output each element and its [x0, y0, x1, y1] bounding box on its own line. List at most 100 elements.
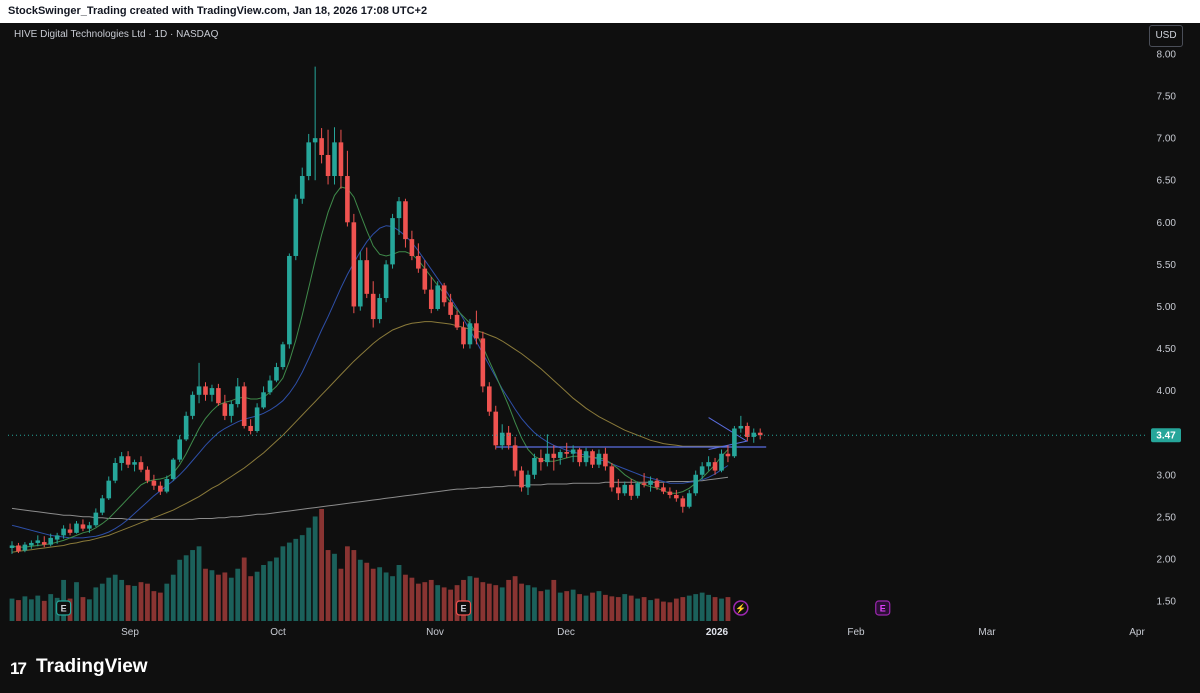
- price-axis[interactable]: 8.007.507.006.506.005.505.004.504.003.50…: [1151, 50, 1181, 608]
- volume-bar: [596, 591, 602, 621]
- event-markers[interactable]: E E ⚡ E: [55, 600, 891, 616]
- candle-body: [628, 484, 634, 496]
- candle-body: [216, 388, 221, 404]
- currency-button[interactable]: USD: [1149, 25, 1183, 47]
- candle-body: [9, 545, 15, 548]
- volume-bar: [409, 577, 415, 621]
- volume-bar: [209, 570, 215, 621]
- volume-bar: [486, 583, 492, 621]
- candle-body: [448, 302, 453, 315]
- ma-fast-line: [11, 186, 729, 548]
- volume-bar: [532, 587, 537, 621]
- candle-body: [138, 462, 144, 470]
- volume-bar: [641, 597, 647, 621]
- event-icon-box: [875, 600, 891, 616]
- price-tick-label: 3.00: [1157, 470, 1177, 481]
- volume-bar: [428, 579, 434, 621]
- volume-bar: [557, 592, 563, 621]
- volume-bar: [667, 602, 673, 621]
- time-tick-label: Oct: [270, 627, 286, 638]
- candle-body: [719, 453, 724, 471]
- candle-body: [441, 285, 447, 303]
- volume-bar: [35, 595, 41, 621]
- candle-body: [132, 462, 137, 465]
- volume-bar: [525, 585, 531, 621]
- candle-body: [635, 483, 640, 496]
- volume-bar: [680, 597, 686, 621]
- volume-bar: [396, 565, 402, 621]
- volume-bar: [177, 559, 183, 621]
- volume-bar: [467, 576, 473, 621]
- volume-bar: [170, 574, 176, 621]
- candle-body: [454, 314, 460, 328]
- volume-bar: [544, 589, 550, 621]
- volume-bar: [654, 598, 660, 621]
- candle-body: [29, 542, 34, 546]
- candle-body: [280, 344, 286, 368]
- candle-body: [738, 425, 744, 429]
- event-icon-label: E: [880, 604, 886, 614]
- volume-bar: [157, 592, 163, 621]
- candle-body: [177, 439, 182, 460]
- candle-body: [312, 138, 318, 143]
- candle-body: [512, 445, 518, 471]
- volume-bar: [125, 585, 131, 621]
- volume-bar: [99, 583, 105, 621]
- volume-bar: [41, 600, 47, 621]
- event-icon-label: E: [61, 604, 67, 614]
- volume-bar: [299, 535, 305, 621]
- volume-bar: [248, 576, 254, 621]
- candle-body: [519, 470, 524, 488]
- price-tick-label: 2.50: [1157, 512, 1177, 523]
- candle-body: [203, 386, 208, 395]
- volume-bar: [635, 598, 641, 621]
- candle-body: [299, 176, 305, 199]
- volume-bar: [345, 546, 350, 621]
- volume-bar: [312, 516, 318, 621]
- volume-bar: [119, 579, 125, 621]
- last-price-tag-text: 3.47: [1156, 431, 1176, 442]
- candle-body: [467, 323, 473, 345]
- candle-body: [41, 542, 47, 545]
- dividend-event-icon[interactable]: ⚡: [733, 600, 749, 616]
- ma-slow-line: [11, 321, 728, 553]
- candle-body: [241, 386, 247, 426]
- volume-bar: [151, 591, 157, 621]
- volume-bar: [699, 592, 705, 621]
- volume-bar: [622, 594, 628, 621]
- price-tick-label: 7.50: [1157, 92, 1177, 103]
- earnings-event-icon[interactable]: E: [875, 600, 891, 616]
- volume-bar: [403, 574, 408, 621]
- volume-bar: [435, 585, 441, 621]
- volume-bar: [415, 583, 421, 621]
- candle-body: [699, 466, 705, 475]
- candle-body: [293, 198, 299, 256]
- earnings-event-icon[interactable]: E: [55, 600, 72, 616]
- price-chart[interactable]: 8.007.507.006.506.005.505.004.504.003.50…: [8, 23, 1192, 644]
- price-tick-label: 4.00: [1157, 386, 1177, 397]
- candle-body: [351, 222, 357, 307]
- candle-body: [112, 462, 118, 481]
- earnings-event-icon[interactable]: E: [455, 600, 472, 616]
- candle-body: [377, 298, 382, 320]
- last-price-tag-bg: [1151, 428, 1181, 443]
- candle-body: [622, 484, 628, 494]
- volume-bar: [351, 550, 357, 621]
- volume-bar: [138, 582, 144, 621]
- volume-bar: [74, 582, 79, 621]
- time-axis[interactable]: Sep Oct Nov Dec 2026 Feb Mar Apr: [121, 627, 1145, 638]
- chart-pane[interactable]: 8.007.507.006.506.005.505.004.504.003.50…: [8, 23, 1192, 644]
- volume-bar: [648, 600, 653, 621]
- tradingview-logo-icon: 17: [10, 659, 27, 678]
- candle-body: [87, 525, 92, 529]
- candle-body: [93, 512, 99, 526]
- time-tick-label: Sep: [121, 627, 139, 638]
- moving-averages: [11, 186, 729, 553]
- candle-body: [319, 138, 324, 155]
- candle-body: [190, 394, 195, 416]
- candle-body: [390, 218, 395, 265]
- event-icon-label: ⚡: [735, 603, 746, 615]
- candle-body: [74, 523, 79, 533]
- price-tick-label: 5.00: [1157, 302, 1177, 313]
- candle-body: [480, 338, 486, 387]
